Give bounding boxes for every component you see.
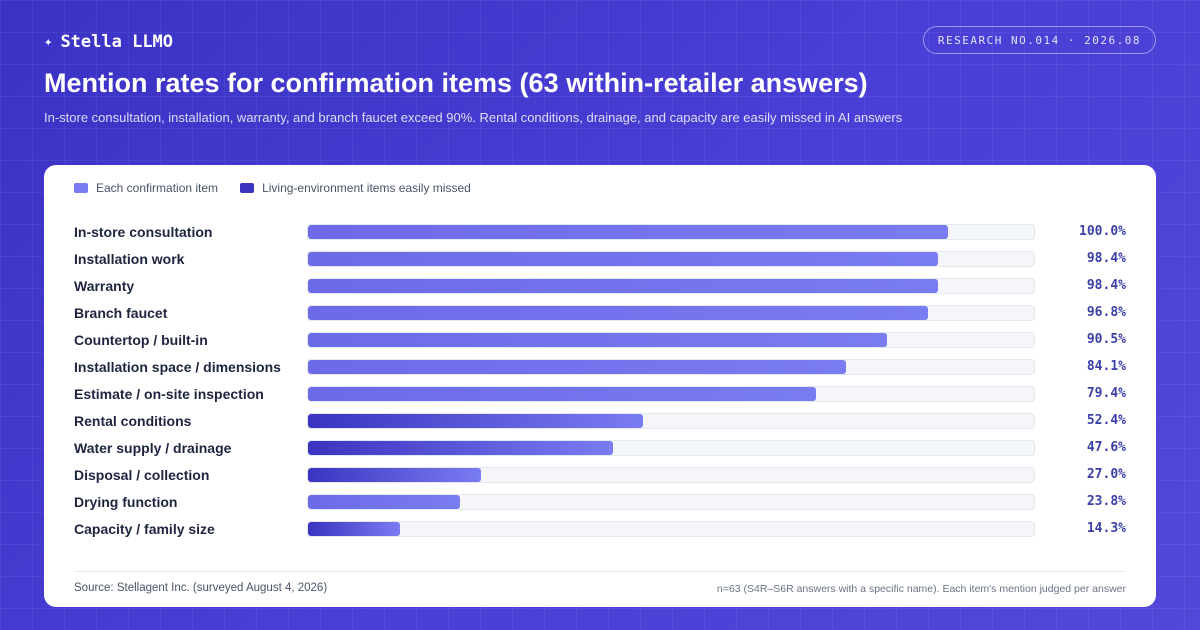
bar-fill bbox=[308, 252, 938, 266]
chart-card: Each confirmation item Living-environmen… bbox=[44, 165, 1156, 607]
bar-fill bbox=[308, 306, 928, 320]
bar-fill bbox=[308, 468, 481, 482]
source-note: Source: Stellagent Inc. (surveyed August… bbox=[74, 582, 328, 594]
bar-row: Rental conditions 52.4% bbox=[74, 412, 1126, 439]
bar-fill bbox=[308, 522, 400, 536]
bar-row: Water supply / drainage 47.6% bbox=[74, 439, 1126, 466]
sample-note: n=63 (S4R–S6R answers with a specific na… bbox=[716, 583, 1126, 595]
bar-value-label: 52.4% bbox=[1086, 413, 1126, 428]
bar-row: Installation space / dimensions 84.1% bbox=[74, 358, 1126, 385]
bar-value-label: 98.4% bbox=[1086, 278, 1126, 293]
bar-value-label: 100.0% bbox=[1079, 224, 1126, 239]
bar-track bbox=[307, 413, 1035, 429]
bar-label: Disposal / collection bbox=[74, 467, 210, 483]
bar-track bbox=[307, 494, 1035, 510]
bar-label: Estimate / on-site inspection bbox=[74, 386, 264, 402]
bar-fill bbox=[308, 360, 846, 374]
bar-label: Drying function bbox=[74, 494, 178, 510]
legend-label-normal: Each confirmation item bbox=[96, 181, 219, 195]
bar-value-label: 96.8% bbox=[1086, 305, 1126, 320]
chart-title: Mention rates for confirmation items (63… bbox=[44, 68, 868, 98]
bar-row: Estimate / on-site inspection 79.4% bbox=[74, 385, 1126, 412]
bar-value-label: 84.1% bbox=[1086, 359, 1126, 374]
legend-swatch-normal bbox=[74, 183, 88, 193]
bar-track bbox=[307, 332, 1035, 348]
footer-divider bbox=[74, 571, 1126, 572]
bar-label: In-store consultation bbox=[74, 224, 213, 240]
bar-fill bbox=[308, 279, 938, 293]
bar-label: Water supply / drainage bbox=[74, 440, 232, 456]
bar-track bbox=[307, 521, 1035, 537]
bar-label: Installation space / dimensions bbox=[74, 359, 281, 375]
bar-label: Countertop / built-in bbox=[74, 332, 208, 348]
bar-row: Installation work 98.4% bbox=[74, 250, 1126, 277]
bar-row: Warranty 98.4% bbox=[74, 277, 1126, 304]
bar-track bbox=[307, 359, 1035, 375]
bar-fill bbox=[308, 441, 613, 455]
bar-row: Disposal / collection 27.0% bbox=[74, 466, 1126, 493]
chart-legend: Each confirmation item Living-environmen… bbox=[74, 181, 471, 195]
brand-logo: ✦ Stella LLMO bbox=[44, 32, 173, 52]
bar-label: Rental conditions bbox=[74, 413, 192, 429]
bar-label: Installation work bbox=[74, 251, 185, 267]
bar-track bbox=[307, 305, 1035, 321]
legend-item-normal: Each confirmation item bbox=[74, 181, 218, 195]
bar-value-label: 14.3% bbox=[1086, 521, 1126, 536]
bar-label: Capacity / family size bbox=[74, 521, 215, 537]
chart-subtitle: In-store consultation, installation, war… bbox=[44, 110, 903, 125]
bar-fill bbox=[308, 333, 887, 347]
bar-row: Branch faucet 96.8% bbox=[74, 304, 1126, 331]
bar-fill bbox=[308, 225, 948, 239]
bar-chart: In-store consultation 100.0% Installation … bbox=[74, 223, 1126, 547]
bar-value-label: 47.6% bbox=[1086, 440, 1126, 455]
bar-fill bbox=[308, 414, 643, 428]
bar-value-label: 27.0% bbox=[1086, 467, 1126, 482]
bar-fill bbox=[308, 387, 816, 401]
bar-value-label: 98.4% bbox=[1086, 251, 1126, 266]
bar-track bbox=[307, 467, 1035, 483]
bar-label: Branch faucet bbox=[74, 305, 168, 321]
bar-track bbox=[307, 224, 1035, 240]
legend-swatch-missed bbox=[240, 183, 255, 193]
research-badge: RESEARCH NO.014 · 2026.08 bbox=[922, 26, 1156, 54]
bar-track bbox=[307, 251, 1035, 267]
bar-fill bbox=[308, 495, 460, 509]
bar-row: Drying function 23.8% bbox=[74, 493, 1126, 520]
bar-value-label: 90.5% bbox=[1086, 332, 1126, 347]
bar-track bbox=[307, 278, 1035, 294]
bar-track bbox=[307, 440, 1035, 456]
bar-value-label: 23.8% bbox=[1086, 494, 1126, 509]
bar-row: Countertop / built-in 90.5% bbox=[74, 331, 1126, 358]
bar-row: Capacity / family size 14.3% bbox=[74, 520, 1126, 547]
brand-name: Stella LLMO bbox=[60, 32, 174, 52]
legend-item-missed: Living-environment items easily missed bbox=[240, 181, 471, 195]
bar-value-label: 79.4% bbox=[1086, 386, 1126, 401]
bar-label: Warranty bbox=[74, 278, 135, 294]
sparkle-icon: ✦ bbox=[44, 34, 53, 50]
bar-track bbox=[307, 386, 1035, 402]
legend-label-missed: Living-environment items easily missed bbox=[262, 181, 471, 195]
bar-row: In-store consultation 100.0% bbox=[74, 223, 1126, 250]
